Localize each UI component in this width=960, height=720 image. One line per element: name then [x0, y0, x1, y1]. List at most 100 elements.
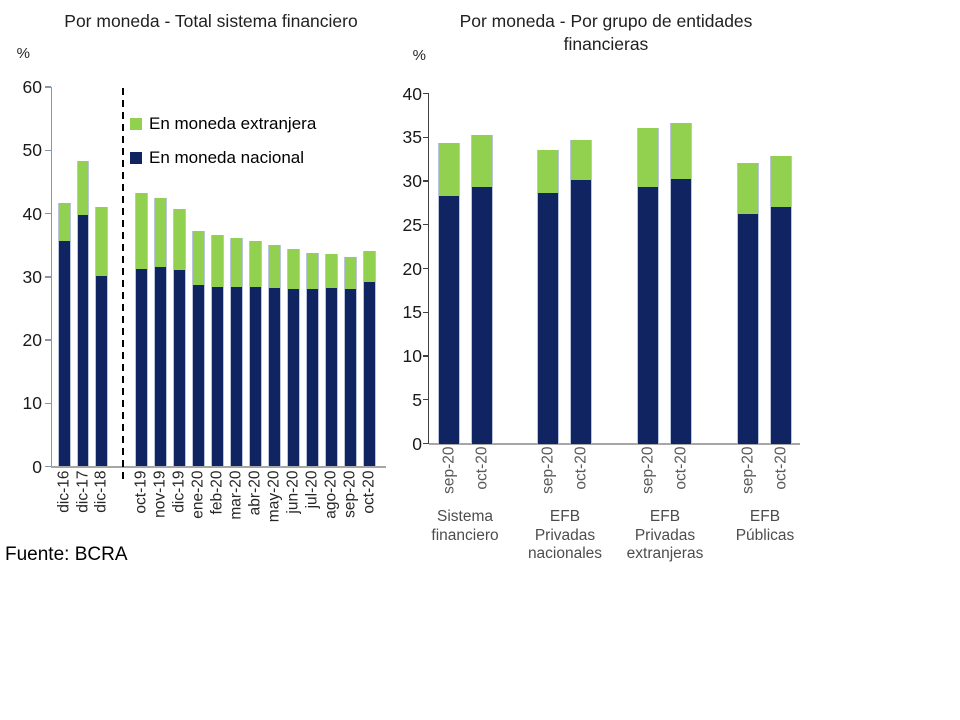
- left-y-tick-label: 50: [22, 140, 42, 161]
- right-stacked-bar: [438, 142, 460, 444]
- legend-swatch-extranjera-icon: [130, 117, 142, 130]
- right-stacked-bar: [770, 155, 792, 444]
- left-y-tick-label: 10: [22, 393, 42, 414]
- left-stacked-bar: [76, 161, 90, 467]
- bar-segment-nacional: [174, 270, 185, 467]
- bar-segment-extranjera: [193, 230, 204, 285]
- bar-segment-nacional: [738, 214, 758, 444]
- bar-segment-nacional: [212, 287, 223, 467]
- bar-segment-nacional: [439, 195, 459, 444]
- right-y-tick-mark: [422, 442, 429, 445]
- bar-segment-nacional: [638, 187, 658, 444]
- left-y-tick-mark: [45, 339, 51, 341]
- bar-segment-nacional: [364, 281, 375, 467]
- left-y-tick-mark: [45, 276, 51, 278]
- right-y-tick-label: 20: [402, 258, 422, 279]
- group-label-1: Sistema financiero: [431, 508, 499, 544]
- left-y-tick-label: 30: [22, 266, 42, 287]
- bar-segment-nacional: [326, 288, 337, 467]
- bar-segment-nacional: [307, 289, 318, 467]
- bar-segment-extranjera: [538, 150, 558, 194]
- bar-segment-extranjera: [472, 134, 492, 188]
- left-chart-title: Por moneda - Total sistema financiero: [64, 11, 358, 31]
- legend-label-nacional: En moneda nacional: [149, 147, 305, 167]
- right-x-axis-label: oct-20: [672, 446, 690, 490]
- left-x-axis-label: feb-20: [208, 470, 226, 514]
- right-y-tick-label: 15: [402, 302, 422, 323]
- left-y-tick-mark: [45, 149, 51, 151]
- right-stacked-bar: [537, 150, 559, 444]
- bar-segment-extranjera: [571, 139, 591, 181]
- left-stacked-bar: [249, 241, 262, 467]
- right-y-tick-label: 35: [402, 127, 422, 148]
- right-y-tick-mark: [422, 311, 429, 313]
- left-x-axis-label: may-20: [265, 470, 283, 522]
- right-y-tick-label: 25: [402, 214, 422, 235]
- bar-segment-nacional: [96, 276, 107, 467]
- right-stacked-bar: [637, 127, 659, 444]
- left-x-axis-label: jun-20: [284, 470, 302, 514]
- left-y-tick-label: 20: [22, 330, 42, 350]
- right-x-axis-label: oct-20: [572, 446, 590, 490]
- left-stacked-bar: [95, 206, 108, 467]
- chart-legend: En moneda extranjera En moneda nacional: [130, 112, 316, 180]
- bar-segment-nacional: [771, 207, 791, 444]
- bar-segment-nacional: [77, 215, 89, 467]
- bar-segment-nacional: [269, 287, 280, 467]
- left-y-tick-mark: [45, 402, 51, 404]
- left-stacked-bar: [173, 209, 186, 467]
- left-x-axis-label: abr-20: [246, 470, 264, 515]
- bar-segment-nacional: [136, 268, 147, 467]
- group-label-3: EFB Privadas extranjeras: [626, 508, 704, 562]
- right-y-tick-mark: [422, 355, 429, 357]
- right-y-tick-mark: [422, 180, 429, 182]
- right-stacked-bar: [670, 123, 692, 444]
- bar-segment-extranjera: [136, 192, 147, 269]
- bar-segment-nacional: [671, 179, 691, 444]
- bar-segment-nacional: [155, 267, 166, 467]
- right-x-axis-label: sep-20: [639, 446, 657, 494]
- bar-segment-nacional: [59, 240, 70, 467]
- bar-segment-extranjera: [326, 253, 337, 289]
- legend-item-nacional: En moneda nacional: [130, 146, 316, 169]
- left-y-tick-label: 60: [22, 77, 42, 97]
- right-stacked-bar: [471, 134, 493, 444]
- group-label-2: EFB Privadas nacionales: [527, 508, 603, 562]
- right-y-tick-mark: [422, 136, 429, 138]
- left-stacked-bar: [268, 245, 281, 467]
- left-stacked-bar: [135, 192, 148, 467]
- left-x-axis-label: sep-20: [341, 470, 359, 518]
- right-x-axis-label: sep-20: [539, 446, 557, 494]
- right-y-tick-label: 0: [412, 433, 422, 454]
- bar-segment-nacional: [288, 288, 299, 467]
- left-stacked-bar: [58, 203, 71, 467]
- right-y-tick-mark: [422, 267, 429, 270]
- left-x-axis-label: ene-20: [189, 470, 207, 519]
- bar-segment-extranjera: [288, 248, 299, 289]
- bar-segment-extranjera: [345, 257, 356, 290]
- right-percent-label: %: [412, 47, 426, 64]
- right-chart-title-line2: financieras: [563, 34, 649, 54]
- legend-item-extranjera: En moneda extranjera: [130, 112, 316, 135]
- source-note: Fuente: BCRA: [5, 544, 128, 565]
- right-y-tick-mark: [422, 399, 429, 401]
- left-x-axis-label: dic-16: [55, 470, 73, 513]
- left-x-axis-label: jul-20: [303, 470, 321, 508]
- right-stacked-bar: [570, 139, 592, 444]
- bar-segment-extranjera: [269, 245, 280, 288]
- bar-segment-extranjera: [364, 251, 375, 282]
- left-stacked-bar: [363, 251, 376, 467]
- bar-segment-extranjera: [439, 142, 459, 196]
- left-x-axis-label: nov-19: [151, 470, 169, 518]
- bar-segment-extranjera: [231, 237, 242, 287]
- left-y-tick-mark: [45, 212, 51, 215]
- right-y-tick-label: 5: [412, 389, 422, 410]
- left-x-axis-label: ago-20: [322, 470, 340, 519]
- period-divider-dashed-line: [121, 88, 124, 480]
- right-chart-title: Por moneda - Por grupo de entidades fina…: [410, 10, 802, 56]
- right-y-tick-label: 30: [402, 171, 422, 191]
- left-percent-label: %: [16, 45, 30, 62]
- left-stacked-bar: [154, 197, 167, 467]
- right-x-axis-label: sep-20: [739, 446, 757, 494]
- bar-segment-extranjera: [174, 209, 185, 271]
